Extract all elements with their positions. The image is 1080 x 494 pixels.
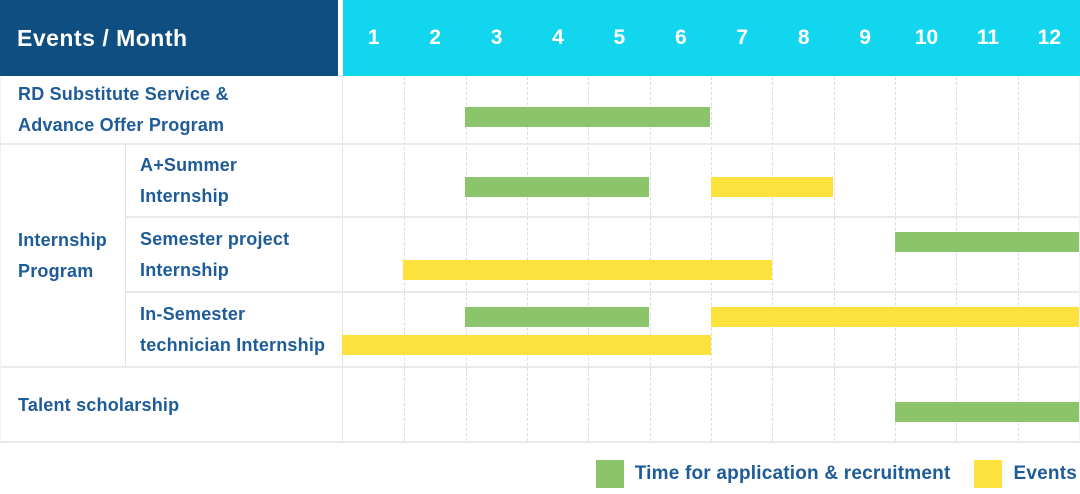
month-header-row: 1 2 3 4 5 6 7 8 9 10 11 12	[343, 0, 1080, 76]
bar-events	[403, 260, 772, 280]
month-gridline	[588, 77, 590, 441]
month-label: 10	[914, 26, 939, 49]
month-gridline	[833, 77, 835, 441]
month-label: 5	[613, 26, 626, 49]
month-gridline	[1017, 77, 1019, 441]
month-label: 11	[976, 26, 1000, 49]
month-gridline	[465, 77, 467, 441]
month-gridline	[956, 77, 958, 441]
month-gridline	[527, 77, 528, 441]
internship-program-group: Internship Program A+Summer Internship S…	[1, 145, 1079, 368]
row-label: Talent scholarship	[18, 395, 180, 415]
row-label: In-Semester technician Internship	[125, 293, 342, 366]
table-body: RD Substitute Service & Advance Offer Pr…	[0, 77, 1080, 443]
month-gridline	[649, 77, 651, 441]
legend: Time for application & recruitment Events	[595, 460, 1077, 488]
month-label: 8	[797, 26, 810, 49]
month-label: 2	[429, 26, 441, 49]
bar-application-recruitment	[894, 401, 1079, 422]
row-label: A+Summer Internship	[125, 145, 342, 216]
legend-yellow-swatch-icon	[974, 460, 1003, 488]
bar-events	[342, 335, 711, 355]
month-gridline	[404, 77, 406, 441]
month-gridline	[711, 77, 712, 441]
month-label: 7	[736, 26, 749, 49]
table-row-rd-substitute: RD Substitute Service & Advance Offer Pr…	[1, 77, 1079, 145]
table-row-in-semester: In-Semester technician Internship	[125, 293, 1079, 366]
row-chart-area	[342, 77, 1079, 143]
month-label: 9	[859, 26, 871, 49]
group-rows: A+Summer Internship Semester project Int…	[125, 145, 1079, 366]
bar-events	[710, 307, 1079, 327]
month-label: 3	[490, 26, 503, 49]
bar-application-recruitment	[464, 106, 711, 127]
row-chart-area	[342, 293, 1079, 366]
row-chart-area	[342, 145, 1079, 216]
bar-application-recruitment	[464, 307, 650, 327]
table-row-talent-scholarship: Talent scholarship	[1, 368, 1079, 443]
row-chart-area	[342, 218, 1079, 291]
month-label: 1	[367, 26, 380, 49]
legend-green-swatch-icon	[595, 460, 624, 488]
row-label: RD Substitute Service & Advance Offer Pr…	[18, 84, 229, 135]
legend-item: Events	[974, 460, 1077, 488]
month-gridlines	[342, 77, 1079, 441]
bar-application-recruitment	[894, 232, 1079, 252]
row-chart-area	[342, 368, 1079, 443]
row-label: Semester project Internship	[125, 218, 342, 291]
month-gridline	[895, 77, 896, 441]
month-label: 12	[1037, 26, 1062, 49]
month-label: 4	[552, 26, 564, 49]
legend-label: Events	[1013, 463, 1077, 484]
bar-events	[710, 176, 834, 197]
legend-label: Time for application & recruitment	[634, 463, 951, 484]
group-label: Internship Program	[18, 229, 108, 281]
bar-application-recruitment	[464, 176, 650, 197]
month-gridline	[772, 77, 774, 441]
table-header-events-month: Events / Month	[0, 0, 338, 76]
month-label: 6	[674, 26, 687, 49]
legend-item: Time for application & recruitment	[595, 460, 951, 488]
table-row-a-summer: A+Summer Internship	[125, 145, 1079, 218]
events-month-title: Events / Month	[17, 24, 188, 51]
table-row-semester-project: Semester project Internship	[125, 218, 1079, 293]
